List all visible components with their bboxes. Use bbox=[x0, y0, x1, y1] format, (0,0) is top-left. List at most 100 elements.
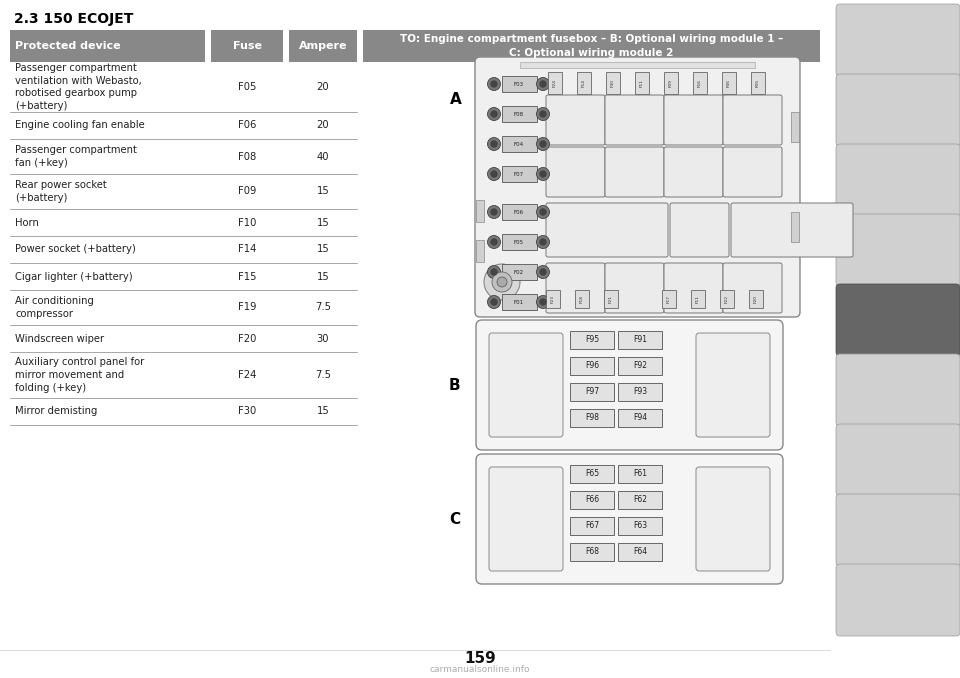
Circle shape bbox=[491, 81, 497, 87]
FancyBboxPatch shape bbox=[664, 95, 723, 145]
FancyBboxPatch shape bbox=[723, 263, 782, 313]
Circle shape bbox=[488, 108, 500, 121]
FancyBboxPatch shape bbox=[605, 147, 664, 197]
Text: Auxiliary control panel for
mirror movement and
folding (+key): Auxiliary control panel for mirror movem… bbox=[15, 357, 144, 393]
FancyBboxPatch shape bbox=[605, 263, 664, 313]
FancyBboxPatch shape bbox=[546, 263, 605, 313]
Bar bbox=[502, 106, 537, 122]
Circle shape bbox=[488, 167, 500, 180]
Bar bbox=[548, 72, 562, 94]
Text: F66: F66 bbox=[585, 496, 599, 504]
Text: F07: F07 bbox=[514, 172, 524, 176]
Text: Power socket (+battery): Power socket (+battery) bbox=[15, 245, 135, 254]
Bar bbox=[791, 112, 799, 142]
Text: F62: F62 bbox=[633, 496, 647, 504]
Bar bbox=[635, 72, 649, 94]
Circle shape bbox=[537, 167, 549, 180]
FancyBboxPatch shape bbox=[836, 214, 960, 286]
Text: 15: 15 bbox=[317, 218, 329, 228]
FancyBboxPatch shape bbox=[696, 467, 770, 571]
Circle shape bbox=[540, 299, 546, 305]
Text: 20: 20 bbox=[317, 121, 329, 130]
Bar bbox=[502, 166, 537, 182]
Bar bbox=[570, 543, 614, 561]
Circle shape bbox=[491, 299, 497, 305]
Bar bbox=[720, 290, 734, 308]
Text: TO: Engine compartment fusebox – B: Optional wiring module 1 –
C: Optional wirin: TO: Engine compartment fusebox – B: Opti… bbox=[400, 35, 783, 58]
FancyBboxPatch shape bbox=[475, 57, 800, 317]
Bar bbox=[289, 30, 357, 62]
Text: Passenger compartment
ventilation with Webasto,
robotised gearbox pump
(+battery: Passenger compartment ventilation with W… bbox=[15, 63, 142, 111]
Text: Ampere: Ampere bbox=[299, 41, 348, 51]
Circle shape bbox=[540, 269, 546, 275]
Bar bbox=[618, 543, 662, 561]
FancyBboxPatch shape bbox=[723, 95, 782, 145]
Text: F05: F05 bbox=[238, 82, 256, 92]
Bar bbox=[618, 491, 662, 509]
Circle shape bbox=[540, 209, 546, 215]
Text: F01: F01 bbox=[514, 300, 524, 304]
Circle shape bbox=[491, 111, 497, 117]
FancyBboxPatch shape bbox=[546, 147, 605, 197]
Bar bbox=[502, 294, 537, 310]
Text: F95: F95 bbox=[585, 336, 599, 344]
Text: F20: F20 bbox=[754, 295, 758, 303]
Text: F11: F11 bbox=[696, 295, 700, 303]
Bar bbox=[691, 290, 705, 308]
FancyBboxPatch shape bbox=[546, 203, 668, 257]
Text: F10: F10 bbox=[238, 218, 256, 228]
Text: Fuse: Fuse bbox=[232, 41, 261, 51]
Bar bbox=[570, 409, 614, 427]
FancyBboxPatch shape bbox=[476, 320, 783, 450]
Text: Passenger compartment
fan (+key): Passenger compartment fan (+key) bbox=[15, 145, 137, 168]
Circle shape bbox=[491, 239, 497, 245]
Text: F68: F68 bbox=[585, 548, 599, 557]
Bar bbox=[722, 72, 736, 94]
Bar bbox=[664, 72, 678, 94]
Text: F06: F06 bbox=[238, 121, 256, 130]
Bar bbox=[570, 331, 614, 349]
FancyBboxPatch shape bbox=[489, 333, 563, 437]
FancyBboxPatch shape bbox=[836, 74, 960, 146]
Text: Mirror demisting: Mirror demisting bbox=[15, 407, 97, 416]
Bar bbox=[570, 465, 614, 483]
Bar bbox=[662, 290, 676, 308]
Bar bbox=[618, 383, 662, 401]
Text: F30: F30 bbox=[238, 407, 256, 416]
FancyBboxPatch shape bbox=[664, 263, 723, 313]
Bar bbox=[577, 72, 591, 94]
FancyBboxPatch shape bbox=[731, 203, 853, 257]
Text: B: B bbox=[448, 378, 460, 393]
Text: 15: 15 bbox=[317, 186, 329, 197]
Bar bbox=[570, 383, 614, 401]
FancyBboxPatch shape bbox=[836, 494, 960, 566]
Bar bbox=[570, 357, 614, 375]
Text: 20: 20 bbox=[317, 82, 329, 92]
Bar bbox=[502, 76, 537, 92]
Text: F24: F24 bbox=[238, 370, 256, 380]
FancyBboxPatch shape bbox=[836, 144, 960, 216]
Bar bbox=[575, 290, 589, 308]
Text: F91: F91 bbox=[633, 336, 647, 344]
Circle shape bbox=[488, 138, 500, 151]
Bar bbox=[10, 30, 205, 62]
Text: F14: F14 bbox=[238, 245, 256, 254]
Bar bbox=[604, 290, 618, 308]
Circle shape bbox=[491, 209, 497, 215]
Text: F67: F67 bbox=[585, 521, 599, 530]
Circle shape bbox=[540, 141, 546, 147]
FancyBboxPatch shape bbox=[546, 95, 605, 145]
Text: F22: F22 bbox=[725, 295, 729, 303]
Circle shape bbox=[488, 235, 500, 249]
Text: F93: F93 bbox=[633, 388, 647, 397]
Text: F02: F02 bbox=[514, 269, 524, 275]
Text: F65: F65 bbox=[585, 469, 599, 479]
Bar bbox=[618, 517, 662, 535]
FancyBboxPatch shape bbox=[476, 454, 783, 584]
Text: F30: F30 bbox=[611, 79, 615, 87]
Circle shape bbox=[488, 266, 500, 279]
Text: 15: 15 bbox=[317, 271, 329, 281]
Text: F16: F16 bbox=[698, 79, 702, 87]
FancyBboxPatch shape bbox=[836, 424, 960, 496]
FancyBboxPatch shape bbox=[836, 4, 960, 76]
